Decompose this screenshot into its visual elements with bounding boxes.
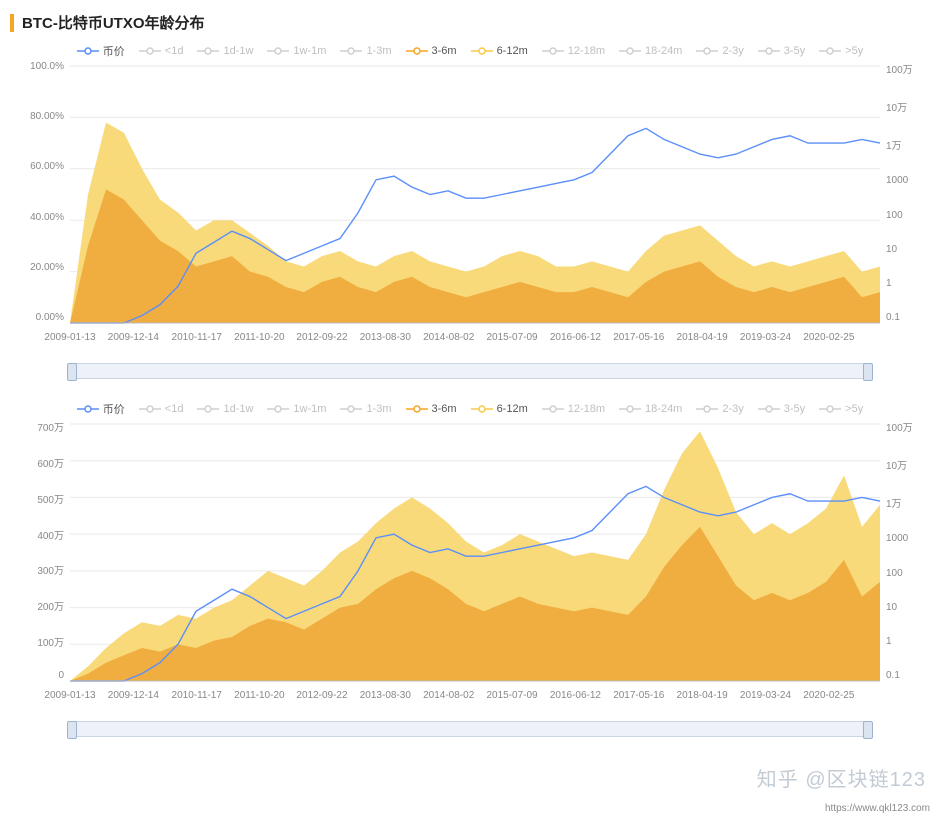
legend-label: 3-6m bbox=[432, 403, 457, 415]
slider-handle-right[interactable] bbox=[863, 721, 873, 739]
legend-item-price[interactable]: 币价 bbox=[77, 43, 125, 59]
legend-item-6_12m[interactable]: 6-12m bbox=[471, 43, 528, 59]
legend-item-1_3m[interactable]: 1-3m bbox=[340, 43, 391, 59]
chart-bottom: 币价 <1d 1d-1w 1w-1m 1-3m 3-6m 6-12m 12-18m 18-24m… bbox=[10, 397, 930, 737]
legend-item-18_24m[interactable]: 18-24m bbox=[619, 401, 682, 417]
legend-label: 18-24m bbox=[645, 403, 682, 415]
chart-top: 币价 <1d 1d-1w 1w-1m 1-3m 3-6m 6-12m 12-18m 18-24m… bbox=[10, 39, 930, 379]
legend-item-1_3m[interactable]: 1-3m bbox=[340, 401, 391, 417]
legend-label: 1w-1m bbox=[293, 403, 326, 415]
legend-item-2_3y[interactable]: 2-3y bbox=[696, 401, 743, 417]
title-accent-bar bbox=[10, 14, 14, 32]
legend-item-3_5y[interactable]: 3-5y bbox=[758, 401, 805, 417]
legend-item-6_12m[interactable]: 6-12m bbox=[471, 401, 528, 417]
legend-item-1d1w[interactable]: 1d-1w bbox=[197, 43, 253, 59]
slider-handle-right[interactable] bbox=[863, 363, 873, 381]
legend-label: <1d bbox=[165, 45, 184, 57]
legend-item-3_5y[interactable]: 3-5y bbox=[758, 43, 805, 59]
legend-label: 6-12m bbox=[497, 45, 528, 57]
range-slider-top[interactable] bbox=[70, 363, 870, 379]
legend-item-gt5y[interactable]: >5y bbox=[819, 401, 863, 417]
legend-item-12_18m[interactable]: 12-18m bbox=[542, 43, 605, 59]
plot-svg-top bbox=[10, 61, 930, 341]
legend-label: 1-3m bbox=[366, 45, 391, 57]
chart-title: BTC-比特币UTXO年龄分布 bbox=[22, 12, 205, 33]
legend-label: 1d-1w bbox=[223, 45, 253, 57]
legend-item-1w1m[interactable]: 1w-1m bbox=[267, 43, 326, 59]
x-axis-top: 2009-01-132009-12-142010-11-172011-10-20… bbox=[70, 332, 880, 343]
legend-label: 3-5y bbox=[784, 403, 805, 415]
legend-top: 币价 <1d 1d-1w 1w-1m 1-3m 3-6m 6-12m 12-18m 18-24m… bbox=[10, 39, 930, 61]
legend-item-lt1d[interactable]: <1d bbox=[139, 43, 184, 59]
legend-item-1d1w[interactable]: 1d-1w bbox=[197, 401, 253, 417]
legend-label: 12-18m bbox=[568, 403, 605, 415]
legend-label: 2-3y bbox=[722, 403, 743, 415]
legend-label: >5y bbox=[845, 403, 863, 415]
x-axis-bottom: 2009-01-132009-12-142010-11-172011-10-20… bbox=[70, 690, 880, 701]
chart-title-row: BTC-比特币UTXO年龄分布 bbox=[10, 12, 930, 33]
legend-item-12_18m[interactable]: 12-18m bbox=[542, 401, 605, 417]
legend-item-price[interactable]: 币价 bbox=[77, 401, 125, 417]
legend-item-3_6m[interactable]: 3-6m bbox=[406, 43, 457, 59]
plot-svg-bottom bbox=[10, 419, 930, 699]
legend-item-1w1m[interactable]: 1w-1m bbox=[267, 401, 326, 417]
slider-handle-left[interactable] bbox=[67, 721, 77, 739]
legend-item-gt5y[interactable]: >5y bbox=[819, 43, 863, 59]
legend-label: 2-3y bbox=[722, 45, 743, 57]
legend-label: 1w-1m bbox=[293, 45, 326, 57]
legend-label: 1d-1w bbox=[223, 403, 253, 415]
legend-label: 18-24m bbox=[645, 45, 682, 57]
plot-top[interactable]: 100.0%80.00%60.00%40.00%20.00%0.00% 100万… bbox=[10, 61, 930, 341]
range-slider-bottom[interactable] bbox=[70, 721, 870, 737]
plot-bottom[interactable]: 700万600万500万400万300万200万100万0 100万10万1万1… bbox=[10, 419, 930, 699]
legend-item-3_6m[interactable]: 3-6m bbox=[406, 401, 457, 417]
legend-label: >5y bbox=[845, 45, 863, 57]
legend-label: 6-12m bbox=[497, 403, 528, 415]
legend-label: 3-5y bbox=[784, 45, 805, 57]
legend-label: <1d bbox=[165, 403, 184, 415]
legend-label: 12-18m bbox=[568, 45, 605, 57]
source-url: https://www.qkl123.com bbox=[825, 803, 930, 814]
watermark: 知乎 @区块链123 bbox=[757, 763, 926, 792]
legend-label: 1-3m bbox=[366, 403, 391, 415]
legend-label: 币价 bbox=[103, 401, 125, 417]
legend-label: 币价 bbox=[103, 43, 125, 59]
legend-label: 3-6m bbox=[432, 45, 457, 57]
legend-item-lt1d[interactable]: <1d bbox=[139, 401, 184, 417]
slider-handle-left[interactable] bbox=[67, 363, 77, 381]
legend-item-2_3y[interactable]: 2-3y bbox=[696, 43, 743, 59]
legend-bottom: 币价 <1d 1d-1w 1w-1m 1-3m 3-6m 6-12m 12-18m 18-24m… bbox=[10, 397, 930, 419]
legend-item-18_24m[interactable]: 18-24m bbox=[619, 43, 682, 59]
